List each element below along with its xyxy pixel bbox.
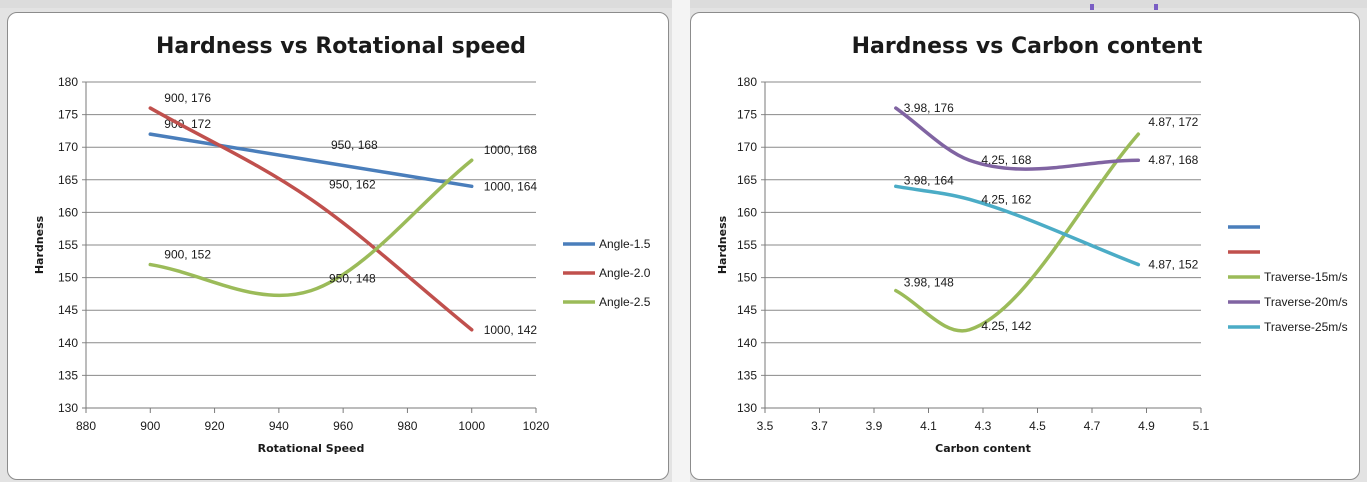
y-tick-label: 135 (737, 368, 757, 382)
y-tick-label: 145 (737, 303, 757, 317)
x-tick-label: 880 (76, 419, 96, 433)
chart-carbon-content[interactable]: Hardness vs Carbon content 130 135 140 145 15… (690, 12, 1360, 480)
x-tick-label: 1000 (458, 419, 485, 433)
legend-label: Traverse-25m/s (1264, 320, 1348, 334)
series-line-traverse-20m-s (894, 106, 1141, 171)
y-tick-label: 180 (737, 75, 757, 89)
y-tick-label: 145 (58, 303, 78, 317)
x-tick-label: 3.9 (866, 419, 883, 433)
series-line-traverse-25m-s (894, 184, 1141, 267)
y-tick-label: 130 (737, 401, 757, 415)
chart-svg-carbon-content: Hardness vs Carbon content 130 135 140 145 15… (716, 34, 1348, 455)
series-line-angle-2-0 (148, 106, 474, 332)
legend-label: Traverse-15m/s (1264, 270, 1348, 284)
y-tick-label: 130 (58, 401, 78, 415)
data-label: 1000, 164 (484, 179, 538, 193)
y-tick-label: 160 (737, 205, 757, 219)
data-label: 900, 176 (164, 91, 211, 105)
y-tick-label: 160 (58, 205, 78, 219)
data-label: 3.98, 176 (904, 101, 954, 115)
y-axis-label: Hardness (716, 215, 729, 274)
x-tick-label: 980 (397, 419, 417, 433)
data-label: 4.87, 172 (1148, 115, 1198, 129)
series-line-traverse-15m-s (894, 132, 1141, 333)
x-tick-label: 900 (140, 419, 160, 433)
data-label: 950, 162 (329, 177, 376, 191)
legend-label: Traverse-20m/s (1264, 295, 1348, 309)
y-tick-label: 165 (737, 173, 757, 187)
legend-label: Angle-2.0 (599, 266, 651, 280)
spreadsheet-column-gap (672, 0, 690, 482)
y-tick-label: 155 (58, 238, 78, 252)
data-label: 4.25, 162 (981, 192, 1031, 206)
x-tick-label: 4.1 (920, 419, 937, 433)
y-tick-label: 170 (58, 140, 78, 154)
x-tick-label: 4.9 (1138, 419, 1155, 433)
data-label: 900, 152 (164, 248, 211, 262)
y-axis-label: Hardness (33, 215, 46, 274)
x-tick-label: 1020 (523, 419, 550, 433)
y-tick-label: 165 (58, 173, 78, 187)
chart-title: Hardness vs Rotational speed (156, 34, 526, 59)
y-tick-label: 175 (737, 108, 757, 122)
y-tick-label: 135 (58, 368, 78, 382)
x-tick-label: 4.5 (1029, 419, 1046, 433)
data-label: 4.25, 142 (981, 319, 1031, 333)
legend-label: Angle-1.5 (599, 237, 651, 251)
x-tick-label: 960 (333, 419, 353, 433)
sheet-marker-1 (1090, 4, 1094, 10)
sheet-marker-2 (1154, 4, 1158, 10)
y-tick-label: 150 (58, 271, 78, 285)
y-tick-label: 150 (737, 271, 757, 285)
x-axis-label: Carbon content (935, 442, 1031, 455)
data-label: 950, 148 (329, 272, 376, 286)
data-label: 3.98, 148 (904, 276, 954, 290)
chart-title: Hardness vs Carbon content (852, 34, 1203, 59)
y-tick-label: 180 (58, 75, 78, 89)
data-label: 1000, 142 (484, 323, 538, 337)
y-tick-label: 175 (58, 108, 78, 122)
y-tick-label: 155 (737, 238, 757, 252)
x-tick-label: 5.1 (1193, 419, 1210, 433)
x-tick-label: 3.5 (757, 419, 774, 433)
x-tick-label: 3.7 (811, 419, 828, 433)
x-axis-label: Rotational Speed (258, 442, 365, 455)
legend-label: Angle-2.5 (599, 295, 651, 309)
chart-svg-rotational-speed: Hardness vs Rotational speed 130 135 140 145… (33, 34, 651, 455)
chart-rotational-speed[interactable]: Hardness vs Rotational speed 130 135 140 145… (7, 12, 669, 480)
series-line-angle-1-5 (148, 132, 474, 189)
y-tick-label: 140 (58, 336, 78, 350)
x-tick-label: 920 (205, 419, 225, 433)
series-line-angle-2-5 (148, 158, 474, 298)
data-label: 1000, 168 (484, 143, 538, 157)
x-tick-label: 4.7 (1084, 419, 1101, 433)
data-label: 950, 168 (331, 138, 378, 152)
data-label: 3.98, 164 (904, 173, 954, 187)
x-tick-label: 4.3 (975, 419, 992, 433)
y-tick-label: 170 (737, 140, 757, 154)
data-label: 4.25, 168 (981, 153, 1031, 167)
y-tick-label: 140 (737, 336, 757, 350)
data-label: 4.87, 152 (1148, 258, 1198, 272)
x-tick-label: 940 (269, 419, 289, 433)
data-label: 4.87, 168 (1148, 153, 1198, 167)
